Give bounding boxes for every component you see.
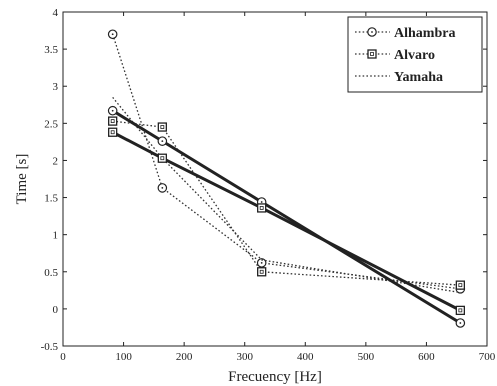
x-axis-ticks: 0 100 200 300 400 500 600 700: [60, 12, 496, 363]
legend-marker-alvaro: [367, 49, 377, 59]
fit-point-alhambra-1-dot: [161, 140, 164, 143]
x-tick-label-3: 300: [236, 351, 253, 363]
point-alhambra-2-dot: [260, 261, 263, 264]
y-tick-label-8: 3.5: [44, 44, 58, 56]
legend-label-alhambra: Alhambra: [394, 26, 455, 41]
y-tick-label-2: 0.5: [44, 267, 58, 279]
x-tick-label-4: 400: [297, 351, 314, 363]
x-tick-label-0: 0: [60, 351, 66, 363]
x-tick-label-6: 600: [418, 351, 435, 363]
x-tick-label-7: 700: [479, 351, 496, 363]
legend: Alhambra Alvaro Yamaha: [347, 16, 483, 93]
legend-marker-alhambra-dot: [371, 31, 373, 33]
y-tick-label-5: 2: [53, 155, 59, 167]
point-alvaro-2-inner: [259, 269, 264, 274]
series-line-yamaha: [112, 96, 461, 294]
x-tick-label-5: 500: [358, 351, 375, 363]
point-alvaro-2: [257, 267, 267, 277]
fit-alhambra: [107, 105, 466, 328]
fit-point-alvaro-3-inner: [458, 308, 463, 313]
point-alhambra-2: [256, 258, 267, 268]
y-tick-label-3: 1: [53, 230, 59, 242]
series-yamaha: [112, 96, 461, 294]
y-tick-label-6: 2.5: [44, 118, 58, 130]
fit-point-alvaro-3: [455, 305, 465, 316]
y-tick-label-9: 4: [53, 7, 59, 19]
legend-marker-alvaro-inner: [370, 52, 374, 56]
x-tick-label-2: 200: [176, 351, 193, 363]
y-axis-ticks: -0.5 0 0.5 1 1.5 2 2.5 3 3.5 4: [41, 7, 487, 353]
fit-point-alvaro-0: [108, 127, 118, 137]
fit-point-alhambra-1: [157, 136, 168, 146]
fit-point-alvaro-1-inner: [160, 156, 165, 161]
legend-entry-alvaro: Alvaro: [355, 48, 435, 63]
point-alvaro-3-inner: [458, 283, 463, 288]
point-alhambra-0-dot: [111, 33, 114, 36]
fit-line-alvaro: [111, 130, 462, 312]
x-tick-label-1: 100: [115, 351, 132, 363]
y-tick-label-4: 1.5: [44, 193, 58, 205]
y-tick-label-0: -0.5: [41, 341, 59, 353]
fit-point-alvaro-2-inner: [259, 206, 264, 210]
fit-point-alvaro-0-inner: [110, 130, 115, 135]
legend-marker-alhambra: [367, 27, 377, 37]
y-tick-label-1: 0: [53, 304, 59, 316]
point-alvaro-0: [108, 116, 118, 126]
fit-point-alhambra-0-dot: [111, 109, 114, 112]
legend-label-yamaha: Yamaha: [394, 70, 443, 85]
point-alhambra-0: [107, 29, 118, 40]
legend-entry-alhambra: Alhambra: [355, 26, 455, 41]
y-tick-label-7: 3: [53, 81, 59, 93]
series-alvaro: [108, 116, 465, 290]
point-alvaro-0-inner: [110, 119, 115, 124]
point-alvaro-1-inner: [160, 125, 165, 129]
fit-line-alhambra: [111, 109, 462, 325]
fit-point-alhambra-3-dot: [459, 322, 462, 324]
point-alhambra-1: [157, 183, 168, 193]
fit-point-alvaro-2: [257, 203, 267, 213]
legend-label-alvaro: Alvaro: [394, 48, 435, 63]
legend-entry-yamaha: Yamaha: [355, 70, 443, 85]
fit-point-alhambra-0: [107, 105, 118, 116]
point-alvaro-3: [455, 280, 465, 290]
point-alvaro-1: [157, 122, 167, 132]
series-layer: [107, 29, 466, 328]
fit-point-alhambra-3: [455, 318, 466, 328]
fit-point-alhambra-2-dot: [260, 201, 263, 203]
fit-alvaro: [108, 127, 465, 316]
fit-point-alvaro-1: [157, 153, 167, 163]
y-axis-title: Time [s]: [14, 154, 30, 205]
series-line-alhambra: [112, 34, 461, 290]
x-axis-title: Frecuency [Hz]: [228, 369, 322, 385]
point-alhambra-1-dot: [161, 187, 164, 189]
series-line-alvaro: [112, 120, 461, 286]
